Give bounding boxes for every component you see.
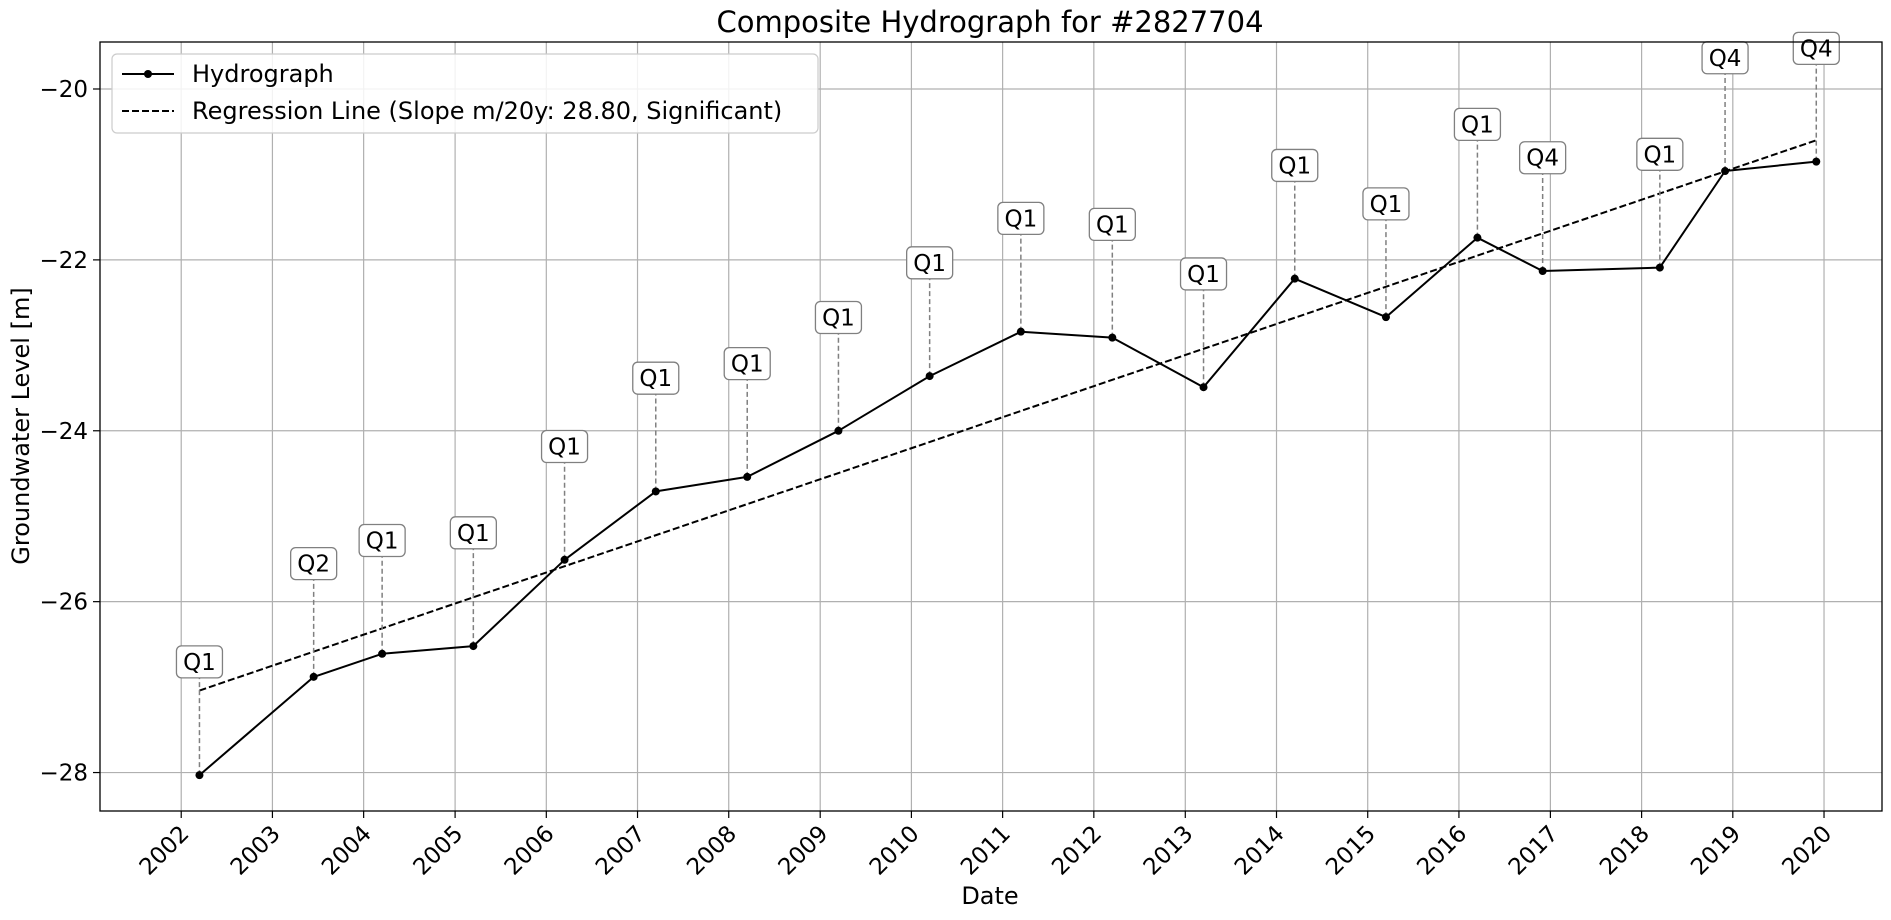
legend-hydrograph-marker [144, 70, 152, 78]
y-tick-label: −22 [39, 248, 88, 274]
hydrograph-point [195, 771, 204, 780]
x-tick-label: 2009 [774, 821, 834, 881]
hydrograph-point [1721, 167, 1730, 176]
annotation-label: Q4 [1526, 146, 1559, 172]
x-tick-label: 2015 [1321, 821, 1381, 881]
hydrograph-point [560, 555, 569, 564]
annotation-label: Q1 [1096, 212, 1129, 238]
annotation-label: Q1 [1004, 206, 1037, 232]
annotation-box [449, 516, 497, 550]
chart-title: Composite Hydrograph for #2827704 [716, 5, 1263, 39]
hydrograph-point [469, 642, 478, 651]
x-axis-label: Date [961, 882, 1018, 910]
annotation-box [1179, 257, 1228, 291]
x-tick-label: 2012 [1047, 821, 1107, 881]
y-axis: −28 −26 −24 −22 −20 [39, 77, 100, 787]
annotation-label: Q1 [183, 650, 216, 676]
hydrograph-point [309, 672, 318, 681]
legend: Hydrograph Regression Line (Slope m/20y:… [111, 53, 819, 134]
hydrograph-point [925, 372, 934, 381]
annotation-box [1271, 148, 1319, 183]
annotation-label: Q1 [366, 529, 399, 555]
x-tick-label: 2008 [682, 821, 742, 881]
annotation-box [1636, 137, 1684, 171]
x-tick-label: 2010 [865, 821, 925, 881]
hydrograph-point [743, 472, 752, 481]
annotation-label: Q1 [457, 521, 490, 547]
x-tick-label: 2018 [1595, 821, 1655, 881]
x-tick-label: 2004 [317, 821, 377, 881]
annotation-box [540, 429, 589, 464]
annotation-label: Q1 [913, 251, 946, 277]
legend-regression-label: Regression Line (Slope m/20y: 28.80, Sig… [192, 97, 782, 125]
hydrograph-point [1381, 313, 1390, 322]
annotation-label: Q1 [1278, 153, 1311, 179]
annotation-label: Q1 [822, 306, 855, 332]
annotation-box [290, 546, 338, 581]
y-tick-label: −24 [39, 419, 88, 445]
annotation-label: Q2 [297, 552, 330, 578]
annotation-label: Q1 [1370, 192, 1403, 218]
x-tick-label: 2020 [1777, 821, 1837, 881]
x-tick-label: 2005 [409, 821, 469, 881]
x-axis: 2002 2003 2004 2005 2006 2007 2008 2009 2010 2011… [135, 811, 1837, 881]
annotation-box [175, 645, 224, 679]
hydrograph-point [1108, 333, 1117, 342]
grid-lines [100, 42, 1882, 811]
y-axis-label: Groundwater Level [m] [7, 287, 35, 564]
y-tick-label: −26 [39, 590, 88, 616]
annotation-box [997, 201, 1045, 236]
hydrograph-point [1290, 274, 1299, 283]
hydrograph-point [1655, 263, 1664, 272]
x-tick-label: 2016 [1412, 821, 1472, 881]
hydrograph-point [1538, 266, 1547, 275]
annotation-label: Q4 [1800, 36, 1833, 62]
annotation-stems [198, 63, 1818, 776]
x-tick-label: 2003 [226, 821, 286, 881]
annotation-label: Q1 [639, 366, 672, 392]
annotation-label: Q4 [1709, 46, 1742, 72]
plot-frame [99, 41, 1883, 812]
x-tick-label: 2011 [956, 821, 1016, 881]
annotation-box [1362, 187, 1410, 221]
x-tick-label: 2013 [1139, 821, 1199, 881]
hydrograph-point [1473, 233, 1482, 242]
y-tick-label: −20 [39, 77, 88, 103]
hydrograph-point [1812, 157, 1821, 166]
annotation-box [1453, 107, 1502, 142]
hydrograph-line [198, 160, 1817, 776]
x-tick-label: 2006 [500, 821, 560, 881]
x-tick-label: 2007 [591, 821, 651, 881]
annotation-box [632, 361, 680, 395]
hydrograph-point [651, 487, 660, 496]
annotation-label: Q1 [1461, 112, 1494, 138]
hydrograph-layer [195, 157, 1821, 780]
annotation-box [1088, 207, 1136, 242]
regression-line [199, 139, 1817, 692]
annotation-box [723, 347, 771, 381]
hydrograph-point [1016, 327, 1025, 336]
x-tick-label: 2014 [1230, 821, 1290, 881]
annotation-label: Q1 [731, 352, 764, 378]
annotation-label: Q1 [1187, 262, 1220, 288]
annotation-label: Q1 [1643, 142, 1676, 168]
hydrograph-point [834, 426, 843, 435]
annotation-box [1518, 141, 1567, 175]
x-tick-label: 2019 [1686, 821, 1746, 881]
annotation-box [358, 523, 406, 558]
legend-box [111, 53, 819, 134]
annotation-box [814, 300, 863, 335]
legend-hydrograph-label: Hydrograph [192, 60, 334, 88]
hydrograph-point [378, 649, 387, 658]
annotation-label: Q1 [548, 435, 581, 461]
x-tick-label: 2017 [1504, 821, 1564, 881]
x-tick-label: 2002 [135, 821, 195, 881]
annotation-box [906, 246, 954, 280]
hydrograph-point [1199, 383, 1208, 392]
regression-layer [199, 139, 1817, 692]
y-tick-label: −28 [39, 761, 88, 787]
annotation-box [1792, 31, 1840, 66]
